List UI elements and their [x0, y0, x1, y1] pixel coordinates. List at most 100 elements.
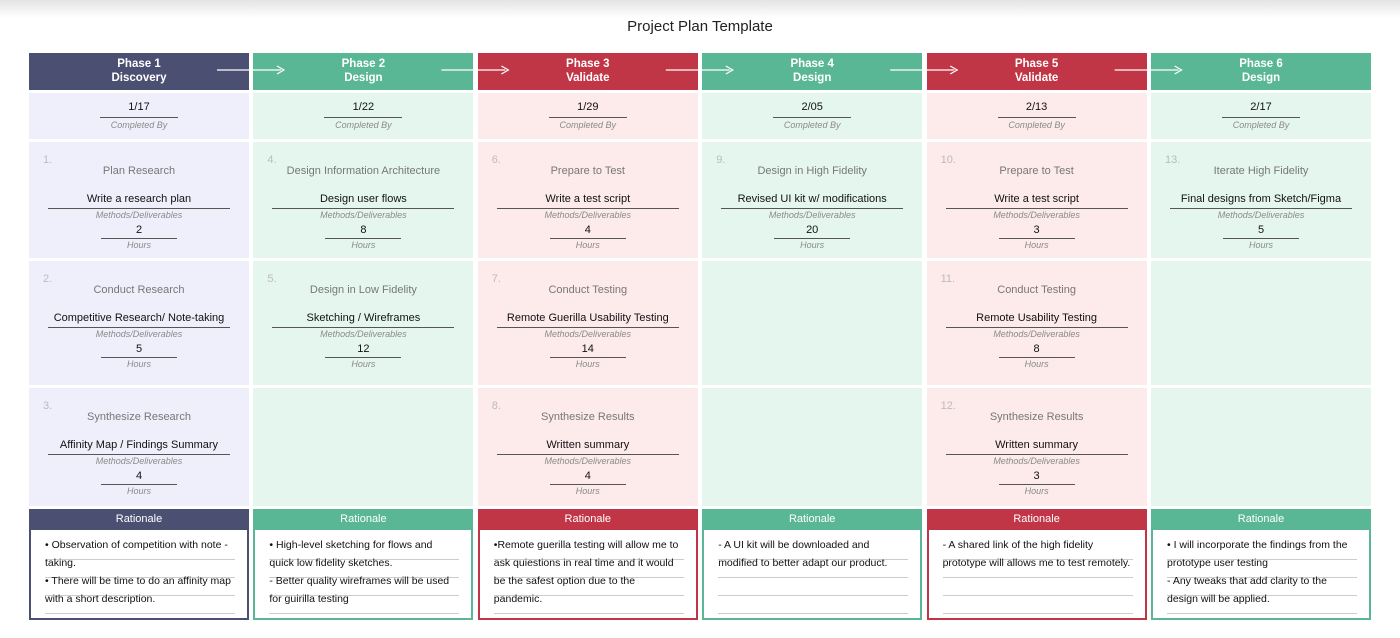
task-cell: 9. Design in High Fidelity Revised UI kit …	[702, 142, 923, 258]
deliverable: Written summary	[546, 439, 630, 451]
deliverable: Write a research plan	[86, 193, 192, 205]
phase-title: Phase 6	[1239, 58, 1283, 70]
task-number: 10.	[940, 154, 956, 166]
deliverable: Write a test script	[545, 193, 631, 205]
hours-underline	[101, 238, 177, 239]
deliverable-underline	[945, 327, 1128, 328]
completion-date: 1/29	[577, 101, 599, 113]
phase-title: Phase 1	[117, 58, 161, 70]
task-cell: 2. Conduct Research Competitive Research/ …	[29, 261, 249, 385]
deliverable-underline	[48, 327, 230, 328]
task-cell	[702, 388, 923, 506]
phase-header: Phase 5 Validate	[926, 53, 1147, 90]
deliverable-label: Methods/Deliverables	[768, 210, 856, 220]
rationale-line: - Any tweaks that add clarity to the des…	[1167, 575, 1327, 605]
task-name: Synthesize Results	[541, 411, 635, 423]
rationale-body: • High-level sketching for flows and qui…	[253, 530, 474, 620]
hours-label: Hours	[575, 240, 600, 250]
rationale-body: • I will incorporate the findings from t…	[1151, 530, 1371, 620]
task-cell: 5. Design in Low Fidelity Sketching / Wire…	[253, 261, 474, 385]
task-cell: 4. Design Information Architecture Design …	[253, 142, 474, 258]
task-name: Design in High Fidelity	[757, 165, 867, 177]
hours-label: Hours	[1024, 240, 1049, 250]
deliverable-underline	[48, 454, 230, 455]
deliverable: Remote Guerilla Usability Testing	[506, 312, 669, 324]
task-number: 4.	[267, 154, 277, 166]
deliverable: Remote Usability Testing	[976, 312, 1098, 324]
task-name: Conduct Testing	[997, 284, 1076, 296]
deliverable-underline	[48, 208, 230, 209]
arrow-head	[501, 65, 510, 75]
task-cell: 6. Prepare to Test Write a test script Meth…	[477, 142, 698, 258]
deliverable: Sketching / Wireframes	[306, 312, 421, 324]
date-cell: 1/22 Completed By	[253, 93, 474, 139]
rationale-line: • High-level sketching for flows and qui…	[269, 539, 433, 569]
date-underline	[773, 117, 852, 118]
deliverable: Revised UI kit w/ modifications	[737, 193, 887, 205]
hours-label: Hours	[126, 486, 151, 496]
deliverable-label: Methods/Deliverables	[95, 329, 183, 339]
task-cell	[702, 261, 923, 385]
hours-label: Hours	[575, 486, 600, 496]
date-underline	[324, 117, 403, 118]
date-cell: 2/13 Completed By	[926, 93, 1147, 139]
task-cell: 10. Prepare to Test Write a test script Met…	[926, 142, 1147, 258]
task-number: 5.	[267, 273, 277, 285]
deliverable-label: Methods/Deliverables	[993, 456, 1080, 466]
rationale-header: Rationale	[702, 509, 923, 530]
task-number: 3.	[43, 400, 53, 412]
rationale-body: - A shared link of the high fidelity pro…	[926, 530, 1147, 620]
page-title: Project Plan Template	[627, 18, 773, 35]
task-cell: 1. Plan Research Write a research plan Meth…	[29, 142, 249, 258]
rationale-header: Rationale	[1151, 509, 1371, 530]
date-cell: 2/05 Completed By	[702, 93, 923, 139]
rationale-body: - A UI kit will be downloaded and modifi…	[702, 530, 923, 620]
hours: 3	[1033, 470, 1040, 482]
date-underline	[100, 117, 178, 118]
deliverable-underline	[496, 454, 679, 455]
rationale-line: • I will incorporate the findings from t…	[1167, 539, 1348, 569]
date-cell: 1/17 Completed By	[29, 93, 249, 139]
task-number: 6.	[491, 154, 501, 166]
hours: 4	[135, 470, 143, 482]
rationale-header: Rationale	[29, 509, 249, 530]
phase-subtitle: Discovery	[111, 72, 167, 84]
hours: 3	[1033, 224, 1040, 236]
completion-date: 1/17	[128, 101, 150, 113]
hours-underline	[325, 238, 402, 239]
hours: 5	[135, 343, 143, 355]
rationale-line: • There will be time to do an affinity m…	[45, 575, 231, 605]
hours-underline	[101, 484, 177, 485]
date-label: Completed By	[783, 120, 841, 130]
deliverable-underline	[945, 454, 1128, 455]
hours-label: Hours	[575, 359, 600, 369]
hours-label: Hours	[126, 240, 151, 250]
task-number: 1.	[43, 154, 53, 166]
hours: 8	[1033, 343, 1040, 355]
task-number: 12.	[940, 400, 956, 412]
date-label: Completed By	[335, 120, 392, 130]
hours-underline	[998, 357, 1075, 358]
hours-label: Hours	[1024, 486, 1049, 496]
task-cell: 13. Iterate High Fidelity Final designs fr…	[1151, 142, 1371, 258]
hours-underline	[101, 357, 177, 358]
hours-label: Hours	[1024, 359, 1049, 369]
deliverable-label: Methods/Deliverables	[95, 210, 183, 220]
rationale-header: Rationale	[253, 509, 474, 530]
hours-underline	[325, 357, 402, 358]
deliverable-label: Methods/Deliverables	[993, 329, 1080, 339]
arrow-head	[725, 65, 735, 75]
task-name: Conduct Research	[93, 284, 185, 296]
deliverable: Affinity Map / Findings Summary	[59, 439, 219, 451]
deliverable-underline	[945, 208, 1128, 209]
phase-title: Phase 4	[790, 58, 834, 70]
task-number: 9.	[716, 154, 726, 166]
deliverable: Final designs from Sketch/Figma	[1180, 193, 1342, 205]
hours-underline	[998, 484, 1075, 485]
deliverable-label: Methods/Deliverables	[95, 456, 183, 466]
task-number: 2.	[43, 273, 53, 285]
date-cell: 2/17 Completed By	[1151, 93, 1371, 139]
rationale-line: •Remote guerilla testing will allow me t…	[493, 539, 679, 605]
task-cell: 8. Synthesize Results Written summary Metho…	[477, 388, 698, 506]
